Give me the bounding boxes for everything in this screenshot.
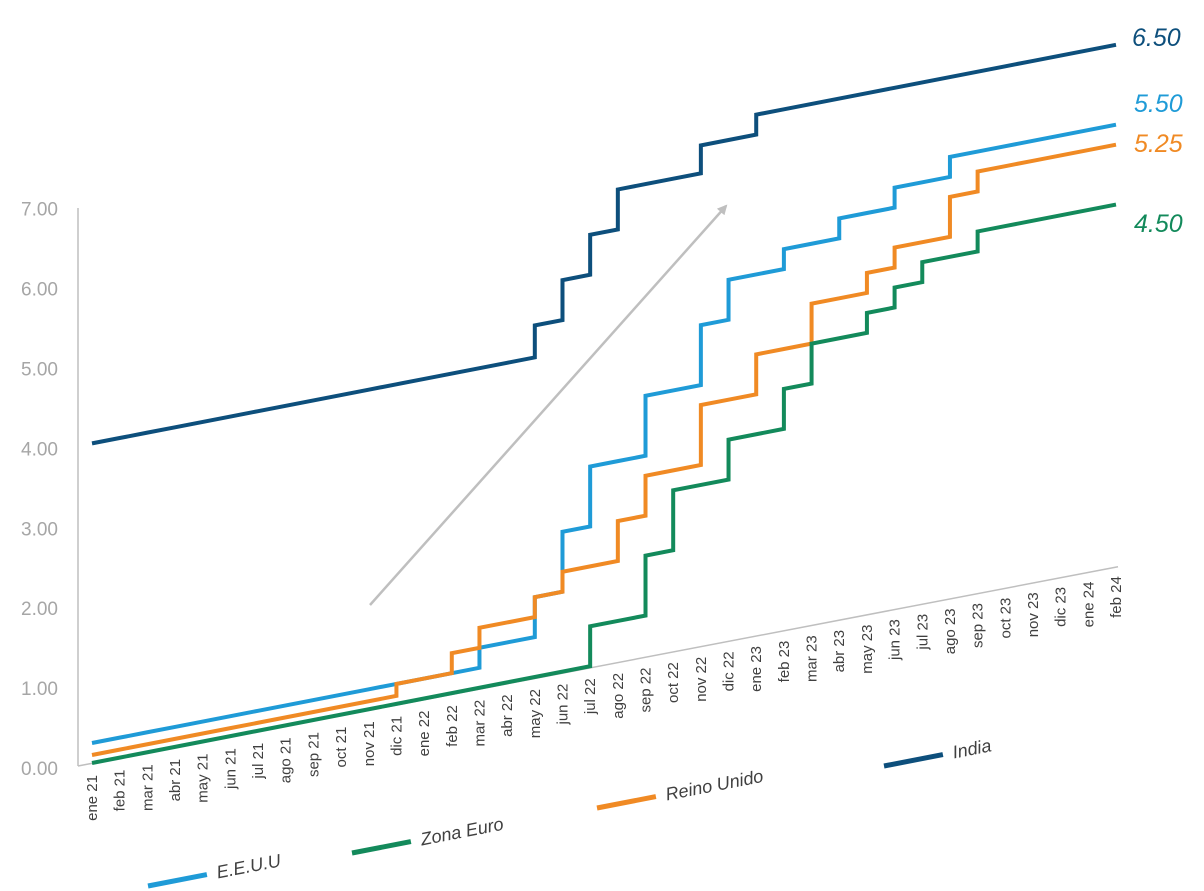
y-axis-ticks: 0.00 1.00 2.00 3.00 4.00 5.00 6.00 7.00 [21,200,58,780]
legend-swatch [147,872,208,889]
x-axis-ticks: ene 21 feb 21 mar 21 abr 21 may 21 jun 21 jul … [84,576,1125,821]
legend-swatch [596,794,657,811]
end-label-zona-euro: 4.50 [1134,210,1183,238]
series-line-india [91,42,1117,446]
x-tick-label: ago 22 [610,673,627,719]
y-tick-label: 5.00 [21,360,58,381]
x-tick-label: sep 23 [970,603,987,648]
x-tick-label: jun 21 [222,748,239,790]
x-tick-label: nov 21 [361,721,378,766]
series-lines [91,42,1117,765]
x-tick-label: dic 21 [388,716,405,756]
y-tick-label: 6.00 [21,280,58,301]
x-tick-label: jul 21 [250,743,267,780]
y-tick-label: 3.00 [21,519,58,540]
x-tick-label: dic 23 [1053,587,1070,627]
y-tick-label: 2.00 [21,599,58,620]
x-tick-label: mar 21 [139,764,156,811]
legend: E.E.U.U Zona Euro Reino Unido India [147,735,993,889]
x-tick-label: ene 23 [748,646,765,692]
legend-label: Zona Euro [418,814,505,850]
legend-swatch [883,752,944,769]
end-label-india: 6.50 [1132,24,1181,52]
x-tick-label: sep 21 [305,732,322,777]
x-tick-label: oct 23 [997,598,1014,639]
x-tick-label: feb 22 [444,705,461,747]
x-tick-label: may 23 [859,625,876,674]
x-tick-label: may 21 [195,754,212,803]
x-tick-label: mar 23 [804,635,821,682]
end-label-reino-unido: 5.25 [1134,130,1183,158]
end-labels: 6.50 5.50 5.25 4.50 [1132,24,1183,238]
x-tick-label: ene 22 [416,711,433,757]
x-tick-label: ene 21 [84,775,101,821]
legend-item-india: India [883,735,993,769]
x-tick-label: ene 24 [1080,582,1097,628]
x-tick-label: nov 23 [1025,592,1042,637]
legend-item-e-e-u-u: E.E.U.U [147,850,284,889]
y-tick-label: 0.00 [21,759,58,780]
legend-swatch [351,839,412,856]
legend-label: E.E.U.U [215,850,284,882]
legend-label: Reino Unido [664,766,765,805]
x-tick-label: feb 21 [112,770,129,812]
x-tick-label: abr 22 [499,694,516,737]
x-tick-label: ago 21 [278,737,295,783]
x-tick-label: mar 22 [471,700,488,747]
legend-item-reino-unido: Reino Unido [596,766,765,811]
x-tick-label: feb 24 [1108,576,1125,618]
trend-arrow [369,204,728,606]
series-line-zona-euro [91,202,1117,765]
x-tick-label: oct 21 [333,727,350,768]
series-line-reino-unido [91,142,1117,757]
y-tick-label: 7.00 [21,200,58,221]
y-tick-label: 4.00 [21,439,58,460]
x-tick-label: jul 22 [582,678,599,715]
x-tick-label: jun 23 [887,619,904,661]
x-tick-label: feb 23 [776,641,793,683]
x-tick-label: abr 21 [167,759,184,802]
x-tick-label: nov 22 [693,657,710,702]
legend-label: India [951,735,993,762]
x-tick-label: dic 22 [721,651,738,691]
x-tick-label: abr 23 [831,630,848,673]
x-tick-label: jun 22 [554,684,571,726]
y-tick-label: 1.00 [21,679,58,700]
x-tick-label: jul 23 [914,614,931,651]
end-label-e-e-u-u: 5.50 [1134,90,1183,118]
legend-item-zona-euro: Zona Euro [351,814,505,856]
x-tick-label: sep 22 [638,668,655,713]
series-line-e-e-u-u [91,122,1117,745]
x-tick-label: oct 22 [665,662,682,703]
x-tick-label: may 22 [527,689,544,738]
x-tick-label: ago 23 [942,608,959,654]
